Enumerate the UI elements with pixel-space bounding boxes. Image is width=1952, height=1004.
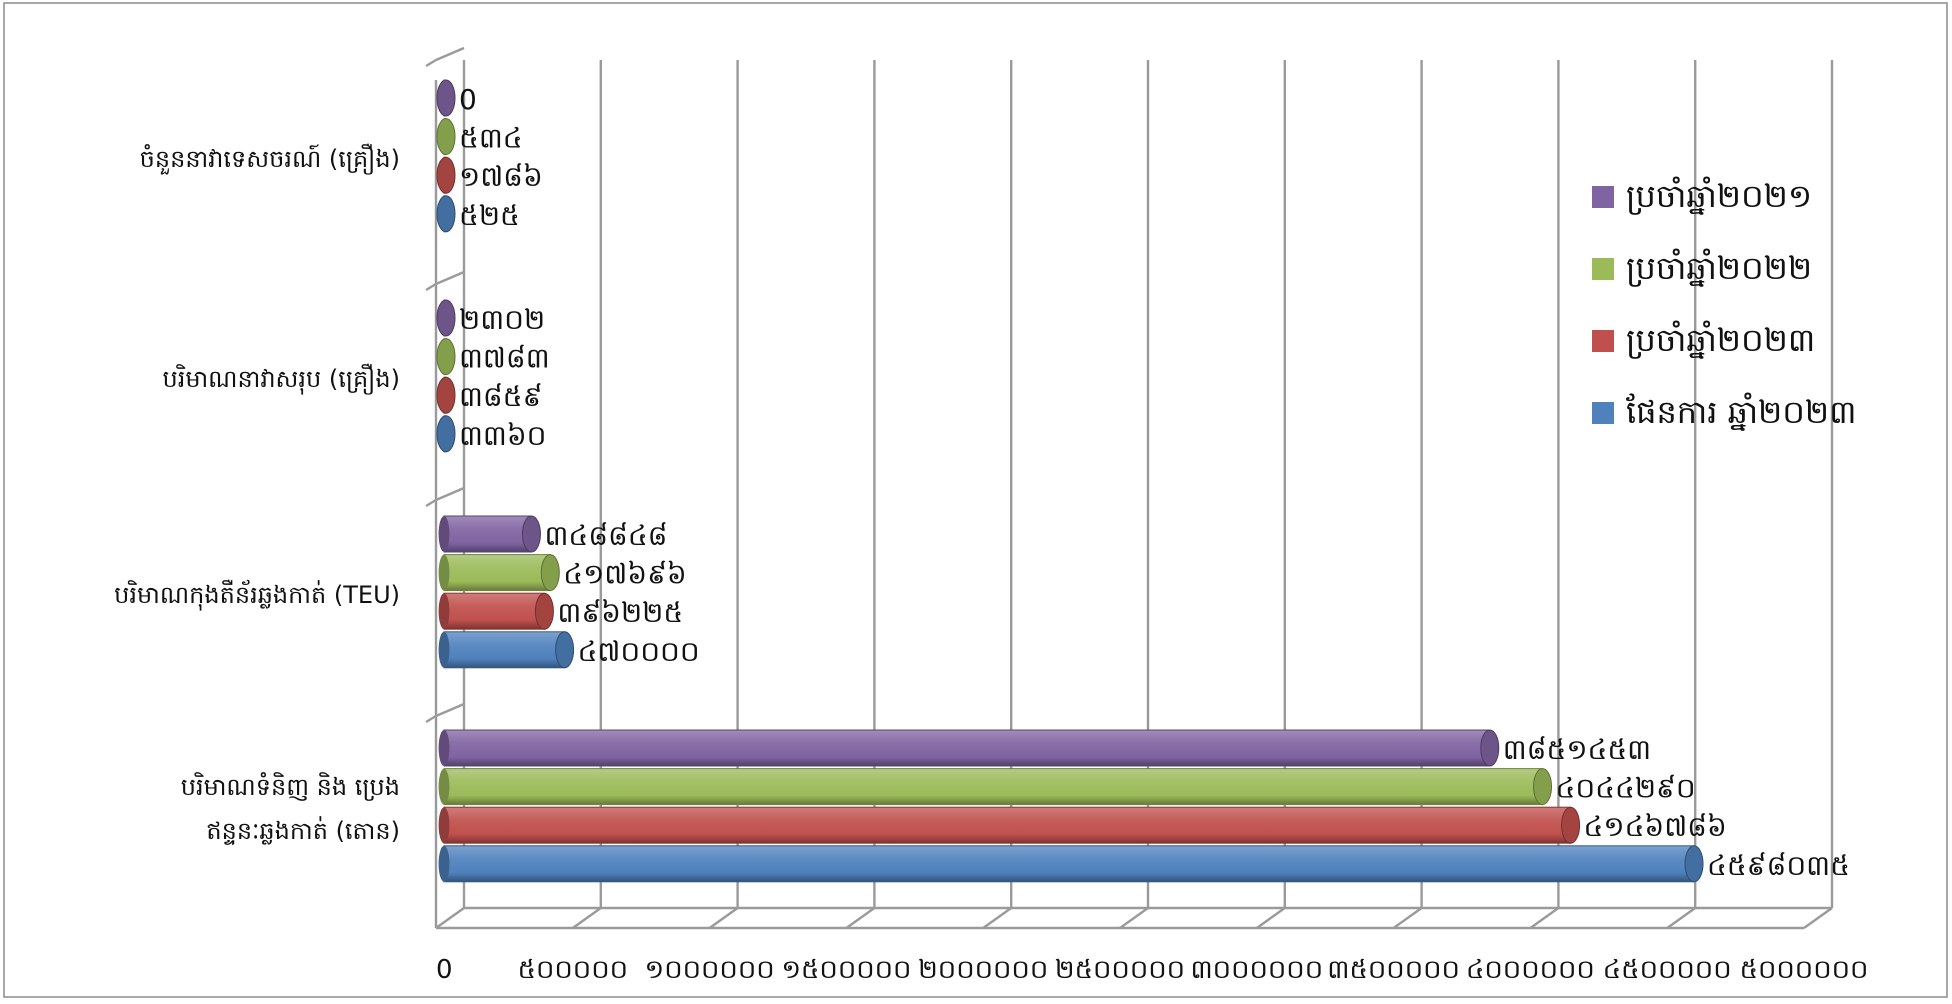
x-tick-label: 0 xyxy=(436,955,453,985)
legend: ប្រចាំឆ្នាំ២០២១ប្រចាំឆ្នាំ២០២២ប្រចាំឆ្នា… xyxy=(1592,176,1856,431)
bar xyxy=(436,415,456,453)
bar xyxy=(436,338,456,376)
bar xyxy=(438,631,575,669)
legend-label: ប្រចាំឆ្នាំ២០២៣ xyxy=(1626,320,1815,359)
data-label: ៤១៧៦៩៦ xyxy=(563,558,686,591)
floor-tick xyxy=(1529,907,1560,929)
data-label: ៣៤៨៨៤៨ xyxy=(544,519,667,552)
x-tick-label: ២០០០០០០ xyxy=(918,955,1048,985)
category-label: ចំនួននាវាទេសចរណ៍ (គ្រឿង) xyxy=(140,143,400,175)
data-label: ៣៣៦០ xyxy=(459,419,547,452)
data-label: ១៧៨៦ xyxy=(459,160,543,193)
category-label: បរិមាណនាវាសរុប (គ្រឿង) xyxy=(162,363,400,395)
data-label: ៣៨៥១៤៥៣ xyxy=(1503,733,1651,766)
data-label: ២៣០២ xyxy=(459,303,545,336)
x-tick-label: ១៥០០០០០ xyxy=(781,955,911,985)
bar xyxy=(436,299,456,337)
category-labels: ចំនួននាវាទេសចរណ៍ (គ្រឿង) បរិមាណនាវាសរុប (… xyxy=(114,143,400,845)
x-tick-label: ៤០០០០០០ xyxy=(1466,955,1595,985)
x-tick-label: ៣០០០០០០ xyxy=(1190,955,1323,985)
wall-tick xyxy=(435,702,465,718)
x-tick-label: ២៥០០០០០ xyxy=(1055,955,1185,985)
data-label: ៣៨៥៩ xyxy=(459,380,542,413)
wall-tick xyxy=(435,270,465,286)
data-label: ៤០៤៤២៩០ xyxy=(1556,772,1696,805)
data-label: ៣៩៦២២៥ xyxy=(557,596,683,629)
data-label: ៤៧០០០០ xyxy=(578,635,700,668)
category-label: បរិមាណកុងតឺន័រឆ្លងកាត់ (TEU) xyxy=(114,579,400,611)
bar xyxy=(436,376,456,414)
bar xyxy=(436,118,456,156)
legend-swatch xyxy=(1592,258,1614,280)
floor-tick xyxy=(845,907,876,929)
category-tick xyxy=(425,714,437,724)
data-label: ៤១៤៦៧៨៦ xyxy=(1584,810,1727,843)
legend-swatch xyxy=(1592,402,1614,424)
x-tick-label: ១០០០០០០ xyxy=(645,955,775,985)
x-tick-labels: 0 ៥០០០០០ ១០០០០០០ ១៥០០០០០ ២០០០០០០ ២៥០០០០០ ៣០០០០… xyxy=(436,955,1868,985)
wall-tick xyxy=(435,486,465,502)
category-label: បរិមាណទំនិញ និង ប្រេង xyxy=(181,772,400,801)
bar xyxy=(438,554,560,592)
bar xyxy=(438,806,1581,844)
data-label: ៥២៥ xyxy=(459,199,520,232)
floor-tick xyxy=(1256,907,1286,929)
x-tick-label: ៥០០០០០០ xyxy=(1740,955,1869,985)
data-labels: 0 ៥៣៤១៧៨៦៥២៥២៣០២៣៧៨៣៣៨៥៩៣៣៦០៣៤៨៨៤៨៤១៧៦៩៦៣… xyxy=(459,83,1850,882)
legend-swatch xyxy=(1592,330,1614,352)
x-tick-label: ៣៥០០០០០ xyxy=(1327,955,1460,985)
floor-tick xyxy=(435,907,465,929)
floor-tick xyxy=(708,907,739,929)
category-tick xyxy=(425,498,437,508)
data-label: ៤៥៩៨០៣៥ xyxy=(1707,849,1850,882)
floor-tick xyxy=(572,907,602,929)
category-label: ឥន្ទនៈឆ្លងកាត់ (តោន) xyxy=(206,816,400,845)
bar xyxy=(436,79,456,117)
bar xyxy=(438,592,554,630)
bar xyxy=(438,729,1500,767)
category-tick xyxy=(425,282,437,292)
bar xyxy=(438,768,1553,806)
bar xyxy=(438,845,1704,883)
legend-label: ប្រចាំឆ្នាំ២០២១ xyxy=(1626,176,1812,215)
legend-swatch xyxy=(1592,186,1614,208)
data-label: ៥៣៤ xyxy=(459,122,523,155)
floor-tick xyxy=(1119,907,1149,929)
floor-tick xyxy=(1392,907,1423,929)
data-label: ៣៧៨៣ xyxy=(459,342,550,375)
x-tick-label: ៤៥០០០០០ xyxy=(1603,955,1732,985)
floor-tick xyxy=(1803,907,1833,929)
bar xyxy=(436,156,456,194)
data-label: 0 xyxy=(459,83,477,116)
wall-tick xyxy=(435,46,465,62)
legend-label: ប្រចាំឆ្នាំ២០២២ xyxy=(1626,248,1812,287)
floor-tick xyxy=(1666,907,1696,929)
bar xyxy=(438,515,541,553)
category-tick xyxy=(425,58,437,68)
bar xyxy=(436,195,456,233)
floor-tick xyxy=(982,907,1012,929)
gridlines xyxy=(435,60,1834,929)
axes xyxy=(425,46,1832,930)
legend-label: ផែនការ ឆ្នាំ២០២៣ xyxy=(1626,392,1856,431)
x-tick-label: ៥០០០០០ xyxy=(518,955,628,985)
bars xyxy=(436,79,1704,883)
